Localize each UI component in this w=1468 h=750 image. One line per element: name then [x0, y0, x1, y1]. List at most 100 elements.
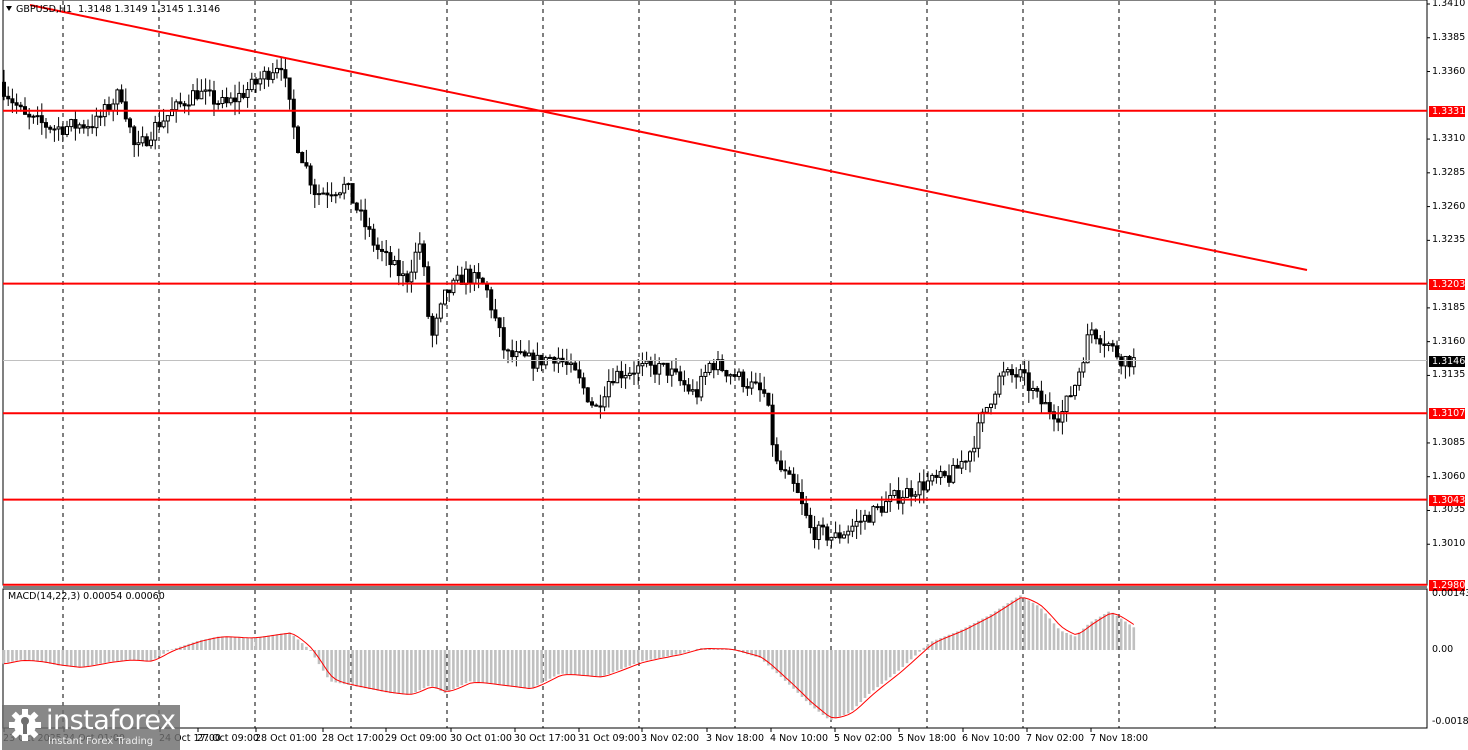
candle	[132, 126, 137, 146]
candle	[1102, 343, 1107, 346]
candle	[90, 126, 95, 129]
symbol-label: GBPUSD,H1	[16, 4, 73, 15]
candle	[296, 126, 300, 154]
candle	[388, 252, 393, 266]
candle	[766, 392, 771, 406]
candle	[1010, 369, 1014, 376]
candle	[728, 374, 733, 377]
candle	[648, 360, 653, 366]
price-tick-label: 1.3135	[1432, 369, 1466, 381]
candle	[493, 309, 498, 319]
candle	[2, 81, 6, 97]
candle	[665, 362, 670, 376]
candle	[548, 356, 552, 359]
candle	[506, 349, 510, 352]
ohlc-values: 1.3148 1.3149 1.3145 1.3146	[78, 4, 221, 15]
candle	[417, 243, 422, 253]
candle	[590, 401, 594, 406]
candle	[896, 490, 901, 504]
brand-tagline: Instant Forex Trading	[48, 736, 154, 747]
candle	[947, 475, 951, 483]
time-tick-label: 31 Oct 09:00	[578, 733, 640, 744]
candle	[804, 503, 809, 516]
time-tick-label: 7 Nov 02:00	[1026, 733, 1085, 744]
candle	[401, 273, 405, 277]
candle	[1085, 334, 1090, 364]
candle	[73, 119, 78, 129]
candle	[854, 520, 859, 527]
candle	[1014, 374, 1019, 378]
candle	[157, 121, 162, 128]
candle	[732, 374, 737, 377]
candle	[212, 90, 216, 105]
candle	[888, 494, 893, 503]
candle	[1039, 390, 1044, 405]
candle	[396, 260, 401, 277]
candle	[598, 405, 603, 408]
candle	[178, 101, 183, 105]
price-tick-label: 1.3410	[1432, 0, 1466, 9]
candles	[2, 57, 1136, 550]
candle	[149, 139, 153, 147]
candle	[627, 372, 632, 376]
level-price-tag: 1.3107	[1429, 408, 1465, 420]
candle	[1005, 369, 1010, 373]
candle	[98, 115, 103, 118]
candle	[707, 362, 712, 373]
candle	[825, 526, 830, 541]
price-tick-label: 1.3310	[1432, 133, 1466, 145]
candle	[237, 92, 242, 103]
candle	[1098, 338, 1103, 345]
macd-tick-label: -0.00184	[1432, 716, 1468, 728]
candle	[682, 380, 687, 386]
candle	[527, 352, 531, 357]
candle	[762, 389, 767, 394]
price-tick-label: 1.3385	[1432, 31, 1466, 43]
candle	[94, 115, 99, 129]
candle	[472, 272, 477, 284]
candle	[1064, 395, 1069, 413]
candle	[275, 67, 279, 74]
time-tick-label: 3 Nov 02:00	[641, 733, 700, 744]
candle	[711, 362, 716, 371]
candle	[644, 360, 649, 364]
macd-pane-frame	[2, 588, 1428, 729]
candle	[44, 122, 48, 128]
candle	[909, 488, 914, 497]
time-tick-label: 28 Oct 17:00	[322, 733, 384, 744]
candle	[863, 514, 867, 522]
price-tick-label: 1.3060	[1432, 470, 1466, 482]
time-tick-label: 28 Oct 01:00	[255, 733, 317, 744]
candle	[518, 351, 523, 354]
candle	[842, 534, 846, 539]
candle	[640, 362, 645, 367]
current-price-tag: 1.3146	[1429, 355, 1465, 367]
candle	[1115, 345, 1119, 358]
candle	[115, 89, 120, 105]
candle	[892, 490, 897, 496]
candle	[1022, 369, 1027, 374]
price-tick-label: 1.3160	[1432, 335, 1466, 347]
candle	[312, 184, 317, 196]
candle	[489, 289, 494, 311]
candle	[989, 403, 993, 408]
candle	[136, 142, 141, 146]
candle	[972, 447, 977, 453]
candle	[577, 369, 582, 379]
candle	[926, 480, 930, 491]
candle	[144, 136, 149, 147]
candle	[224, 96, 229, 104]
candle	[913, 494, 918, 497]
candle	[1073, 384, 1077, 397]
candle	[800, 492, 804, 505]
collapse-triangle-icon[interactable]	[6, 6, 12, 11]
candle	[245, 89, 250, 98]
candle	[283, 69, 288, 79]
candle	[686, 384, 691, 392]
chart-header: GBPUSD,H1 1.3148 1.3149 1.3145 1.3146	[6, 4, 220, 15]
candle	[346, 183, 351, 186]
candle	[207, 89, 212, 92]
candle	[128, 118, 132, 128]
candle	[905, 488, 909, 498]
